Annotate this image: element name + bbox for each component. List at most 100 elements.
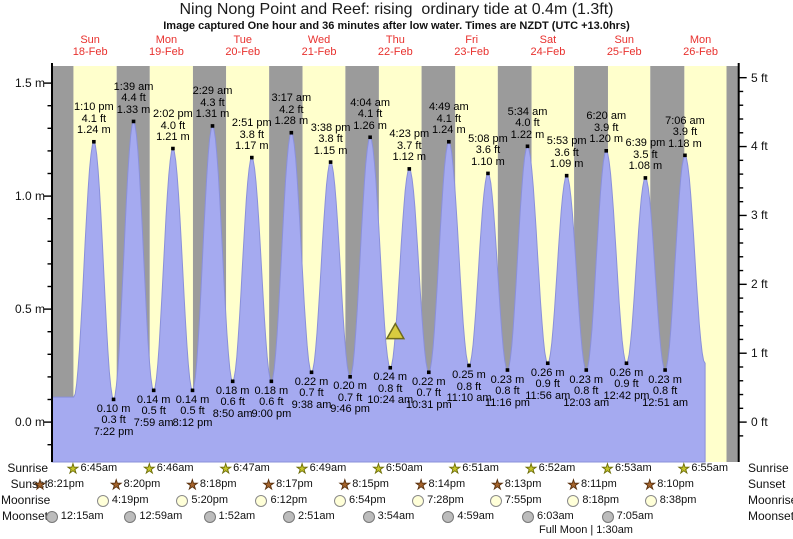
tide-high-label: 3:17 am 4.2 ft 1.28 m bbox=[271, 92, 312, 128]
sunrise-icon: ★ bbox=[296, 461, 309, 477]
sunrise-entry: ★ 6:47am bbox=[218, 461, 270, 477]
tide-extreme-dot bbox=[447, 139, 451, 144]
moon-phase-label: Full Moon | 1:30am bbox=[539, 524, 633, 536]
sunrise-row-label-right: Sunrise bbox=[748, 461, 789, 475]
sunset-icon: ★ bbox=[491, 477, 504, 493]
day-label: Sun 25-Feb bbox=[606, 34, 642, 58]
moonrise-entry: 8:18pm bbox=[566, 493, 619, 508]
tide-extreme-dot bbox=[486, 171, 490, 176]
tide-extreme-dot bbox=[663, 368, 667, 372]
tide-low-label: 0.26 m 0.9 ft 11:56 am bbox=[525, 366, 571, 402]
moonset-icon bbox=[124, 511, 137, 523]
sunset-icon: ★ bbox=[567, 477, 580, 493]
moonrise-icon bbox=[412, 495, 425, 507]
sunset-time: 8:13pm bbox=[504, 478, 542, 490]
right-axis-tick bbox=[738, 435, 744, 437]
tide-low-label: 0.25 m 0.8 ft 11:10 am bbox=[446, 369, 492, 404]
moonset-icon bbox=[601, 511, 614, 523]
day-label: Fri 23-Feb bbox=[454, 34, 490, 58]
tide-low-label: 0.20 m 0.7 ft 9:46 pm bbox=[330, 380, 370, 416]
moonrise-entry: 6:54pm bbox=[333, 493, 386, 508]
left-axis bbox=[51, 63, 53, 462]
sunset-entry: ★ 8:14pm bbox=[414, 477, 466, 493]
tide-low-label: 0.23 m 0.8 ft 12:03 am bbox=[563, 373, 610, 409]
right-axis-tick bbox=[738, 242, 744, 244]
y-axis-right-label: 5 ft bbox=[751, 70, 768, 85]
left-axis-tick bbox=[47, 285, 52, 288]
moonrise-entry: 4:19pm bbox=[96, 493, 149, 508]
sunset-time: 8:21pm bbox=[47, 478, 85, 490]
moonset-icon bbox=[522, 511, 535, 523]
tide-extreme-dot bbox=[92, 139, 96, 144]
tide-low-label: 0.26 m 0.9 ft 12:42 pm bbox=[603, 366, 650, 402]
tide-extreme-dot bbox=[230, 379, 235, 384]
right-axis-tick bbox=[738, 256, 744, 258]
night-band bbox=[52, 66, 74, 462]
y-axis-right-label: 4 ft bbox=[751, 139, 768, 154]
y-axis-left-label: 0.0 m bbox=[14, 415, 45, 429]
moonset-row-label-left: Moonset bbox=[1, 509, 48, 523]
sunrise-time: 6:45am bbox=[80, 462, 118, 474]
tide-extreme-dot bbox=[683, 153, 687, 158]
tide-low-label: 0.18 m 0.6 ft 9:00 pm bbox=[251, 384, 292, 420]
sunset-time: 8:15pm bbox=[352, 478, 389, 490]
chart-subtitle: Image captured One hour and 36 minutes a… bbox=[163, 20, 630, 32]
tide-extreme-dot bbox=[269, 379, 274, 384]
tide-low-label: 0.22 m 0.7 ft 9:38 am bbox=[291, 375, 332, 411]
tide-extreme-dot bbox=[564, 173, 569, 178]
sunset-icon: ★ bbox=[186, 477, 199, 493]
tide-extreme-dot bbox=[171, 146, 175, 151]
sunset-time: 8:17pm bbox=[276, 478, 313, 490]
moonrise-icon bbox=[96, 495, 109, 507]
left-axis-tick bbox=[47, 105, 52, 107]
sunrise-icon: ★ bbox=[525, 461, 538, 477]
tide-low-label: 0.22 m 0.7 ft 10:31 pm bbox=[405, 375, 452, 411]
moonrise-time: 8:18pm bbox=[582, 494, 620, 506]
tide-low-label: 0.23 m 0.8 ft 12:51 am bbox=[642, 373, 689, 409]
left-axis-tick bbox=[47, 444, 52, 446]
sunrise-time: 6:53am bbox=[614, 462, 652, 474]
tide-high-label: 3:38 pm 3.8 ft 1.15 m bbox=[310, 121, 351, 157]
moonset-time: 7:05am bbox=[616, 510, 654, 522]
tide-extreme-dot bbox=[111, 397, 116, 402]
tide-low-label: 0.14 m 0.5 ft 8:12 pm bbox=[172, 393, 213, 429]
sunrise-icon: ★ bbox=[678, 461, 691, 477]
right-axis-tick bbox=[738, 200, 744, 203]
moonrise-entry: 7:55pm bbox=[489, 493, 542, 508]
moonset-entry: 6:03am bbox=[521, 509, 574, 524]
tide-extreme-dot bbox=[131, 119, 136, 124]
y-axis-left-label: 1.0 m bbox=[14, 189, 45, 203]
sunrise-icon: ★ bbox=[143, 461, 156, 477]
sunrise-time: 6:47am bbox=[233, 462, 270, 474]
sunrise-icon: ★ bbox=[372, 461, 385, 477]
moonset-time: 12:15am bbox=[60, 510, 104, 522]
sunrise-icon: ★ bbox=[67, 461, 80, 477]
left-axis-tick bbox=[47, 398, 52, 401]
moonrise-time: 7:28pm bbox=[427, 494, 464, 506]
sunset-icon: ★ bbox=[34, 477, 47, 493]
left-axis-tick bbox=[44, 308, 52, 310]
sunrise-entry: ★ 6:55am bbox=[676, 461, 729, 477]
tide-high-label: 5:08 pm 3.6 ft 1.10 m bbox=[468, 132, 508, 168]
day-label: Mon 19-Feb bbox=[149, 34, 184, 58]
tide-high-label: 6:39 pm 3.5 ft 1.08 m bbox=[625, 137, 666, 173]
sunset-time: 8:14pm bbox=[428, 478, 466, 490]
current-tide-marker bbox=[385, 322, 406, 340]
sunrise-entry: ★ 6:51am bbox=[447, 461, 498, 477]
moonrise-icon bbox=[567, 495, 580, 507]
day-label: Wed 21-Feb bbox=[301, 34, 337, 58]
moonset-entry: 12:59am bbox=[123, 509, 182, 524]
right-axis-tick bbox=[738, 76, 747, 79]
moonrise-icon bbox=[176, 495, 189, 507]
moonset-time: 1:52am bbox=[218, 510, 256, 522]
tide-extreme-dot bbox=[426, 370, 431, 375]
tide-extreme-dot bbox=[388, 365, 393, 370]
tide-high-label: 1:39 am 4.4 ft 1.33 m bbox=[113, 80, 154, 116]
right-axis-tick bbox=[738, 352, 747, 354]
sunrise-row-label-left: Sunrise bbox=[7, 461, 48, 475]
sunrise-icon: ★ bbox=[448, 461, 461, 477]
tide-low-label: 0.10 m 0.3 ft 7:22 pm bbox=[93, 402, 134, 438]
sunrise-time: 6:55am bbox=[691, 462, 729, 474]
tide-extreme-dot bbox=[643, 176, 648, 180]
y-axis-right-label: 1 ft bbox=[751, 346, 768, 361]
